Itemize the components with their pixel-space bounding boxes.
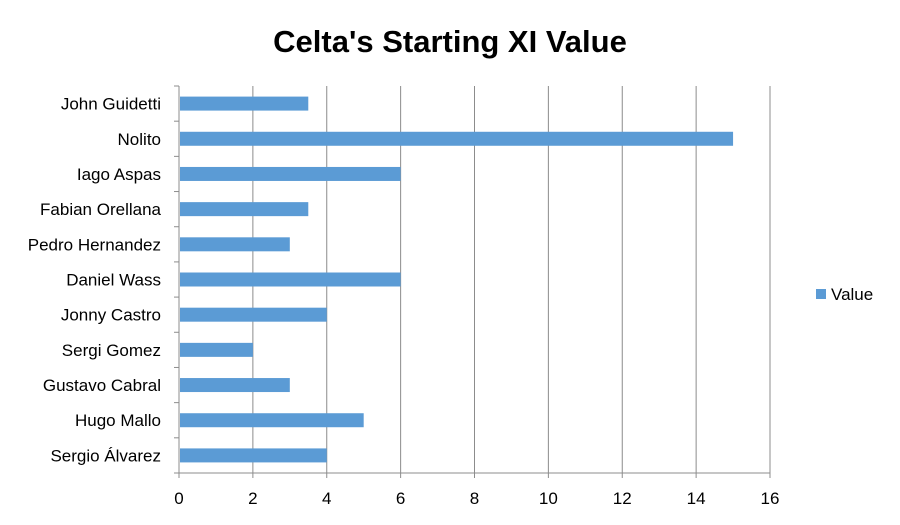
- category-label: Sergio Álvarez: [50, 446, 161, 465]
- bar: [180, 272, 401, 287]
- category-label: Daniel Wass: [66, 271, 161, 290]
- x-tick-label: 16: [761, 489, 780, 508]
- category-label: Pedro Hernandez: [28, 235, 161, 254]
- category-labels: John Guidetti Nolito Iago Aspas Fabian Orel…: [28, 95, 162, 466]
- chart-title: Celta's Starting XI Value: [273, 24, 627, 59]
- category-label: Gustavo Cabral: [43, 376, 161, 395]
- bar: [180, 448, 327, 463]
- x-tick-labels: 0 2 4 6 8 10 12 14 16: [174, 489, 779, 508]
- bars: [180, 96, 734, 463]
- bar: [180, 342, 253, 357]
- category-label: Hugo Mallo: [75, 411, 161, 430]
- category-label: Fabian Orellana: [40, 200, 162, 219]
- x-tick-label: 12: [613, 489, 632, 508]
- x-tick-label: 2: [248, 489, 257, 508]
- legend-swatch: [816, 289, 826, 299]
- bar: [180, 378, 290, 393]
- bar: [180, 131, 734, 146]
- category-label: Iago Aspas: [77, 165, 161, 184]
- bar: [180, 413, 364, 428]
- legend-label: Value: [831, 285, 873, 304]
- legend: Value: [816, 285, 873, 304]
- category-label: Jonny Castro: [61, 306, 161, 325]
- x-tick-label: 10: [539, 489, 558, 508]
- category-label: Nolito: [118, 130, 161, 149]
- bar: [180, 96, 309, 111]
- bar: [180, 237, 290, 252]
- category-label: John Guidetti: [61, 95, 161, 114]
- x-tick-label: 6: [396, 489, 405, 508]
- x-tick-label: 8: [470, 489, 479, 508]
- x-tick-label: 14: [687, 489, 706, 508]
- category-label: Sergi Gomez: [62, 341, 161, 360]
- x-tick-label: 0: [174, 489, 183, 508]
- bar: [180, 307, 327, 322]
- x-tick-label: 4: [322, 489, 331, 508]
- bar: [180, 166, 401, 181]
- axes: [174, 85, 771, 478]
- bar: [180, 202, 309, 217]
